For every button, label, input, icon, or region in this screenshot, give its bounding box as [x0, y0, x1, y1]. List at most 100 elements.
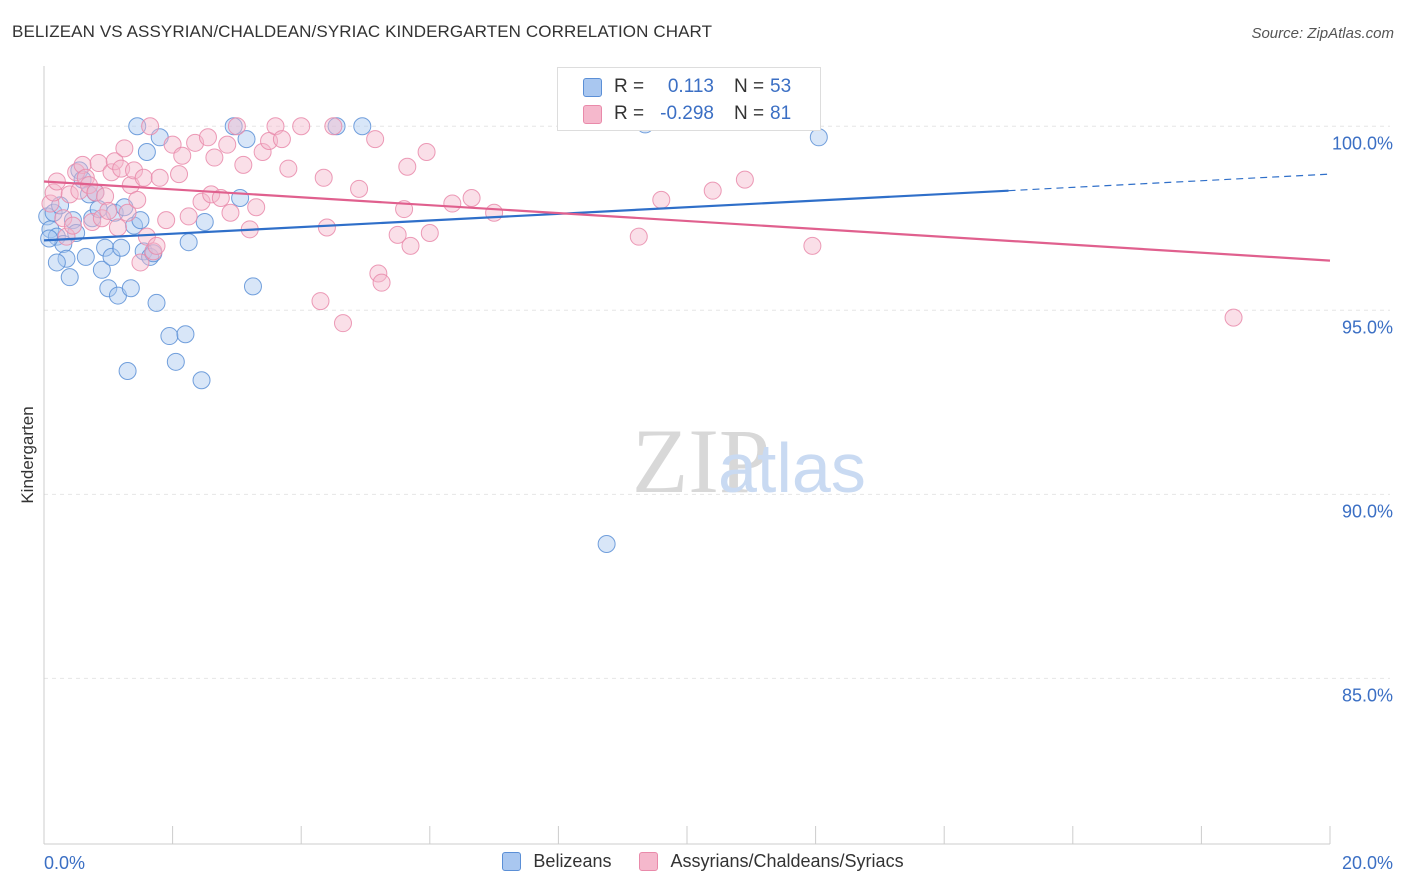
point-belizean: [96, 238, 115, 257]
watermark-atlas: atlas: [718, 429, 866, 507]
point-assyrian: [141, 117, 160, 136]
watermark-zip: ZIP: [632, 410, 770, 512]
point-assyrian: [272, 130, 291, 149]
point-assyrian: [54, 209, 73, 228]
chart-title: BELIZEAN VS ASSYRIAN/CHALDEAN/SYRIAC KIN…: [12, 22, 713, 41]
point-assyrian: [179, 207, 198, 226]
y-axis-label: Kindergarten: [18, 406, 37, 503]
legend-row-assyrians: R = -0.298 N = 81: [583, 102, 791, 126]
point-assyrian: [211, 189, 230, 208]
point-assyrian: [150, 168, 169, 187]
point-assyrian: [115, 139, 134, 158]
point-belizean: [160, 327, 179, 346]
point-belizean: [40, 229, 59, 248]
point-belizean: [47, 253, 66, 272]
x-tick-label: 0.0%: [44, 853, 85, 873]
y-tick-label: 85.0%: [1342, 685, 1393, 705]
point-assyrian: [96, 187, 115, 206]
point-assyrian: [324, 117, 343, 136]
point-assyrian: [218, 135, 237, 154]
legend-r-label: R =: [614, 76, 645, 97]
point-assyrian: [462, 189, 481, 208]
point-assyrian: [417, 143, 436, 162]
point-assyrian: [420, 223, 439, 242]
point-assyrian: [57, 227, 76, 246]
point-assyrian: [317, 218, 336, 237]
legend-r-value: 0.113: [667, 76, 714, 97]
point-assyrian: [311, 292, 330, 311]
point-belizean: [141, 247, 160, 266]
legend-swatch-pink: [583, 104, 602, 124]
point-assyrian: [83, 212, 102, 231]
trend-line-belizeans-extension: [1008, 173, 1331, 192]
point-belizean: [176, 325, 195, 344]
point-assyrian: [652, 190, 671, 209]
point-belizean: [147, 293, 166, 312]
point-belizean: [137, 143, 156, 162]
legend-r-value: -0.298: [660, 103, 714, 124]
point-assyrian: [1224, 308, 1243, 327]
point-assyrian: [205, 148, 224, 167]
point-assyrian: [41, 194, 60, 213]
source-label: Source: ZipAtlas.com: [1251, 25, 1394, 42]
tick-labels: 100.0% 95.0% 90.0% 85.0% 0.0% 20.0%: [44, 133, 1393, 873]
legend-n-label: N =: [734, 103, 765, 124]
point-assyrian: [735, 170, 754, 189]
y-tick-label: 100.0%: [1332, 133, 1393, 153]
point-assyrian: [157, 211, 176, 230]
point-assyrian: [63, 216, 82, 235]
point-assyrian: [105, 152, 124, 171]
point-belizean: [195, 212, 214, 231]
y-tick-label: 95.0%: [1342, 317, 1393, 337]
legend-item-belizeans: Belizeans: [502, 851, 611, 872]
point-belizean: [128, 117, 147, 136]
point-assyrian: [247, 198, 266, 217]
point-belizean: [99, 279, 118, 298]
point-belizean: [237, 130, 256, 149]
legend-swatch-pink: [639, 852, 659, 871]
point-assyrian: [44, 183, 63, 202]
point-assyrian: [131, 253, 150, 272]
trend-lines: [43, 173, 1331, 262]
point-assyrian: [89, 154, 108, 173]
point-assyrian: [401, 236, 420, 255]
point-belizean: [179, 233, 198, 252]
point-belizean: [121, 279, 140, 298]
point-assyrian: [350, 179, 369, 198]
point-belizean: [597, 535, 616, 554]
point-assyrian: [227, 117, 246, 136]
point-assyrian: [118, 203, 137, 222]
point-belizean: [92, 260, 111, 279]
point-assyrian: [803, 236, 822, 255]
point-assyrian: [125, 161, 144, 180]
trend-line-belizeans: [43, 189, 1009, 242]
legend-correlation: R = 0.113 N = 53 R = -0.298 N = 81: [557, 67, 821, 131]
grid-lines: [44, 125, 1390, 679]
point-assyrian: [234, 155, 253, 174]
legend-item-assyrians: Assyrians/Chaldeans/Syriacs: [639, 851, 904, 872]
point-assyrian: [128, 190, 147, 209]
point-assyrian: [60, 185, 79, 204]
legend-r-label: R =: [614, 103, 645, 124]
point-belizean: [57, 249, 76, 268]
point-belizean: [192, 371, 211, 390]
point-assyrian: [314, 168, 333, 187]
point-assyrian: [372, 273, 391, 292]
point-assyrian: [221, 203, 240, 222]
legend-series: Belizeans Assyrians/Chaldeans/Syriacs: [0, 851, 1406, 872]
point-belizean: [166, 352, 185, 371]
point-assyrian: [253, 143, 272, 162]
point-assyrian: [92, 209, 111, 228]
point-assyrian: [134, 168, 153, 187]
legend-label-belizeans: Belizeans: [533, 851, 612, 871]
point-assyrian: [198, 128, 217, 147]
axes: [43, 66, 1331, 845]
legend-n-value: 81: [770, 103, 792, 124]
legend-label-assyrians: Assyrians/Chaldeans/Syriacs: [670, 851, 904, 871]
point-assyrian: [144, 242, 163, 261]
point-assyrian: [173, 146, 192, 165]
point-belizean: [809, 128, 828, 147]
point-assyrian: [443, 194, 462, 213]
trend-line-assyrians: [43, 180, 1331, 262]
